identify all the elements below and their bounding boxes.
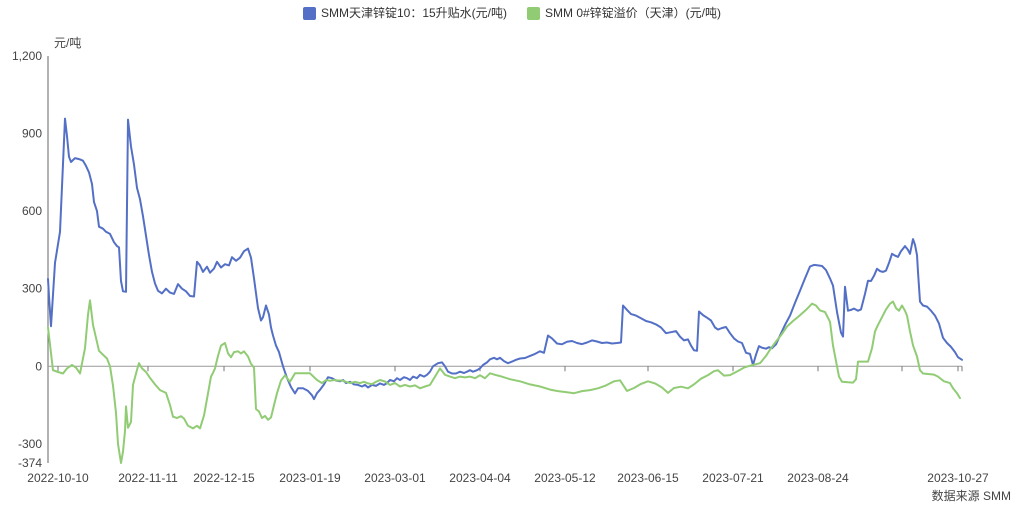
svg-text:1,200: 1,200 xyxy=(12,49,42,63)
svg-text:2023-08-24: 2023-08-24 xyxy=(787,471,849,485)
x-axis-labels: 2022-10-10 2022-11-11 2022-12-15 2023-01-19… xyxy=(27,471,989,485)
svg-text:2023-07-21: 2023-07-21 xyxy=(702,471,764,485)
legend-swatch-green-icon xyxy=(527,6,540,20)
legend-label: SMM天津锌锭10：15升贴水(元/吨) xyxy=(320,6,507,20)
legend-item-tianjin-discount[interactable]: SMM天津锌锭10：15升贴水(元/吨) xyxy=(302,6,507,20)
svg-text:300: 300 xyxy=(22,282,42,296)
chart-legend: SMM天津锌锭10：15升贴水(元/吨) SMM 0#锌锭溢价（天津）(元/吨) xyxy=(0,6,1024,20)
chart-axes xyxy=(47,56,963,463)
svg-text:2023-10-27: 2023-10-27 xyxy=(927,471,989,485)
svg-text:2023-06-15: 2023-06-15 xyxy=(617,471,679,485)
data-source-note: 数据来源 SMM xyxy=(931,489,1011,503)
svg-text:-300: -300 xyxy=(18,437,42,451)
svg-text:-374: -374 xyxy=(18,456,42,470)
svg-text:2022-12-15: 2022-12-15 xyxy=(193,471,255,485)
svg-text:0: 0 xyxy=(35,359,42,373)
svg-text:2023-03-01: 2023-03-01 xyxy=(364,471,426,485)
y-axis-labels: 1,200 900 600 300 0 -300 -374 xyxy=(12,49,42,470)
svg-text:2022-10-10: 2022-10-10 xyxy=(27,471,89,485)
series-line-1[interactable] xyxy=(47,299,961,464)
svg-text:900: 900 xyxy=(22,127,42,141)
svg-text:2023-05-12: 2023-05-12 xyxy=(534,471,596,485)
svg-text:600: 600 xyxy=(22,204,42,218)
legend-swatch-blue-icon xyxy=(302,6,316,20)
chart-series-lines[interactable] xyxy=(47,117,963,464)
series-line-0[interactable] xyxy=(47,117,963,401)
svg-text:2023-01-19: 2023-01-19 xyxy=(279,471,341,485)
legend-label: SMM 0#锌锭溢价（天津）(元/吨) xyxy=(545,6,722,20)
svg-text:2023-04-04: 2023-04-04 xyxy=(449,471,511,485)
y-axis-unit-label: 元/吨 xyxy=(54,36,82,50)
svg-text:2022-11-11: 2022-11-11 xyxy=(118,471,178,485)
legend-item-zinc-premium[interactable]: SMM 0#锌锭溢价（天津）(元/吨) xyxy=(527,6,721,20)
